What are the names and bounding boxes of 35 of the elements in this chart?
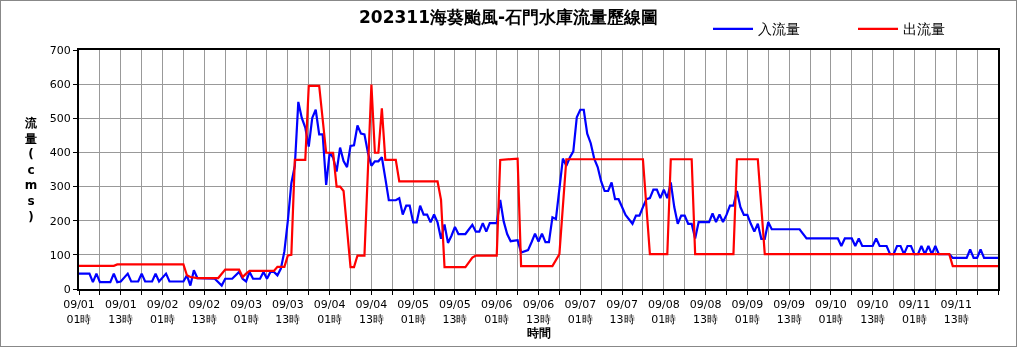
x-tick-label: 09/02 01時	[146, 298, 179, 326]
y-tick-label: 600	[49, 77, 71, 91]
x-tick-label: 09/10 13時	[856, 298, 889, 326]
x-tick-label: 09/11 01時	[898, 298, 931, 326]
x-tick-label: 09/03 13時	[272, 298, 304, 326]
y-axis-title: 流量(cms)	[24, 116, 38, 224]
x-tick-label: 09/08 13時	[689, 298, 722, 326]
x-axis-title: 時間	[526, 325, 551, 340]
x-tick-label: 09/02 13時	[188, 298, 221, 326]
x-tick-label: 09/07 13時	[606, 298, 638, 326]
x-tick-label: 09/01 01時	[63, 298, 95, 326]
x-tick-label: 09/04 13時	[355, 298, 388, 326]
y-tick-label: 700	[49, 43, 71, 57]
x-tick-label: 09/03 01時	[230, 298, 262, 326]
y-tick-label: 500	[49, 112, 71, 126]
x-tick-label: 09/01 13時	[104, 298, 137, 326]
y-tick-label: 400	[49, 146, 71, 160]
x-tick-label: 09/07 01時	[564, 298, 597, 326]
y-tick-label: 300	[49, 180, 71, 194]
x-tick-label: 09/06 13時	[522, 298, 555, 326]
x-tick-label: 09/11 13時	[940, 298, 973, 326]
x-tick-label: 09/04 01時	[313, 298, 346, 326]
legend-label: 入流量	[758, 21, 800, 38]
x-tick-label: 09/09 01時	[731, 298, 764, 326]
x-tick-label: 09/09 13時	[773, 298, 805, 326]
x-tick-label: 09/10 01時	[815, 298, 847, 326]
y-tick-label: 200	[49, 214, 71, 228]
x-tick-label: 09/08 01時	[647, 298, 680, 326]
y-tick-label: 0	[63, 282, 71, 296]
x-tick-label: 09/06 01時	[480, 298, 513, 326]
chart-title: 202311海葵颱風-石門水庫流量歷線圖	[358, 7, 659, 28]
y-tick-label: 100	[49, 248, 71, 262]
legend-label: 出流量	[903, 21, 945, 38]
x-tick-label: 09/05 01時	[397, 298, 430, 326]
x-tick-label: 09/05 13時	[439, 298, 471, 326]
